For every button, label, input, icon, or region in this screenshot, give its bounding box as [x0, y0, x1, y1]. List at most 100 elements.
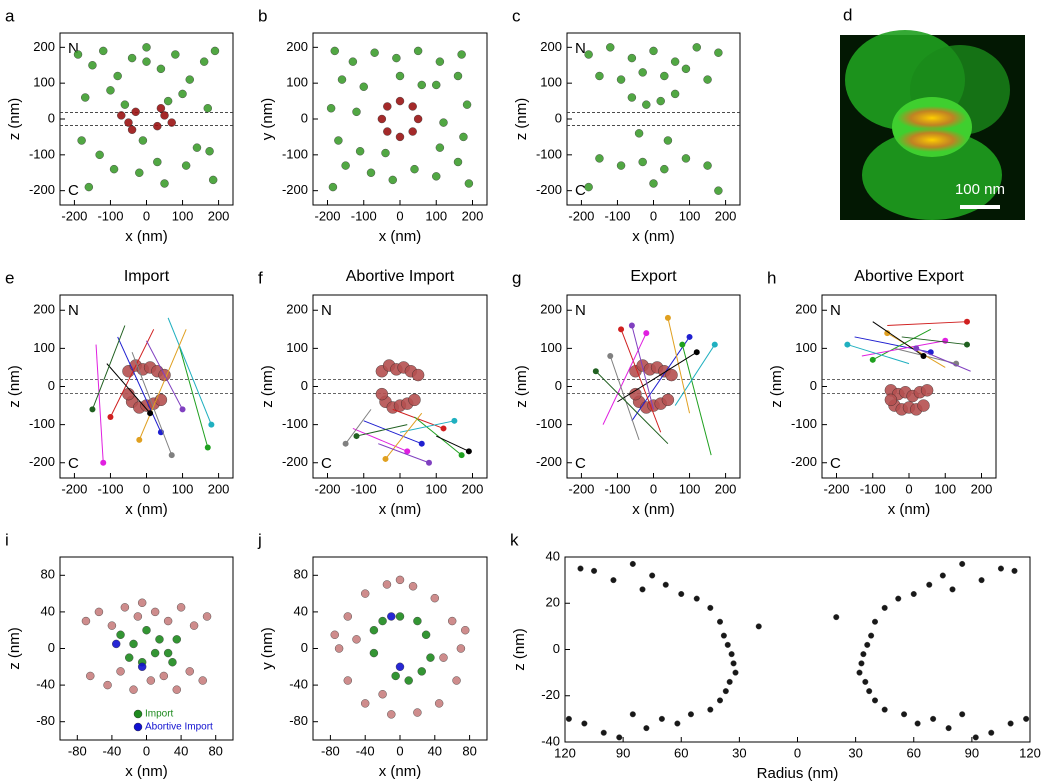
data-point — [687, 711, 694, 718]
pore-point — [917, 399, 930, 412]
data-point — [930, 715, 937, 722]
annotation: C — [830, 455, 841, 472]
trajectory — [106, 363, 151, 414]
data-point — [77, 136, 86, 145]
data-point — [432, 80, 441, 90]
trajectory-end — [426, 459, 432, 466]
trajectory-end — [964, 341, 970, 348]
panel-title: Abortive Export — [854, 268, 964, 285]
legend-label: Abortive Import — [145, 722, 213, 733]
y-tick-label: 0 — [553, 641, 560, 656]
data-point — [168, 658, 177, 667]
data-point — [988, 729, 995, 736]
data-point — [142, 43, 151, 52]
pore-point — [665, 368, 678, 382]
trajectory — [352, 427, 408, 452]
trajectory — [847, 344, 910, 365]
data-point — [457, 50, 466, 59]
data-point — [395, 575, 405, 585]
data-point — [172, 635, 181, 644]
x-axis-label: x (nm) — [632, 228, 675, 245]
data-point — [404, 676, 413, 685]
trajectory — [620, 329, 662, 433]
x-tick-label: 100 — [679, 481, 701, 496]
trajectory — [385, 412, 423, 460]
data-point — [172, 685, 181, 694]
x-tick-label: 30 — [732, 745, 746, 760]
y-axis-label: y (nm) — [259, 627, 276, 670]
x-tick-label: -200 — [61, 208, 87, 223]
legend-marker — [133, 722, 143, 732]
data-point — [330, 630, 339, 639]
data-point — [153, 121, 162, 131]
data-point — [107, 621, 117, 630]
data-point — [328, 182, 338, 192]
trajectory-end — [686, 333, 693, 340]
x-tick-label: 100 — [425, 208, 447, 223]
x-tick-label: -100 — [97, 208, 123, 223]
data-point — [163, 648, 173, 658]
data-point — [163, 616, 173, 626]
data-point — [369, 648, 379, 658]
trajectory — [117, 336, 162, 433]
data-point — [435, 57, 445, 66]
data-point — [720, 632, 727, 639]
pore-point — [408, 393, 421, 407]
data-point — [629, 560, 636, 567]
y-tick-label: 20 — [546, 595, 560, 610]
data-point — [714, 48, 723, 57]
data-point — [452, 676, 461, 685]
data-point — [383, 127, 392, 136]
y-axis-label: z (nm) — [511, 628, 528, 671]
data-point — [432, 172, 441, 181]
trajectory — [609, 355, 640, 441]
data-point — [377, 114, 387, 124]
data-point — [334, 644, 344, 653]
data-point — [113, 71, 122, 81]
x-tick-label: 100 — [172, 481, 194, 496]
x-tick-label: 80 — [208, 743, 222, 758]
data-point — [862, 678, 869, 685]
data-point — [663, 136, 673, 145]
data-point — [95, 150, 104, 160]
y-tick-label: -100 — [791, 416, 817, 431]
trajectory-end — [404, 448, 411, 455]
data-point — [717, 697, 724, 704]
scale-bar-label: 100 nm — [955, 181, 1005, 198]
data-point — [391, 671, 400, 681]
data-point — [392, 53, 401, 63]
trajectory-end — [920, 353, 927, 359]
data-point — [352, 107, 361, 117]
annotation: N — [321, 302, 332, 319]
panel-letter: h — [767, 268, 776, 287]
legend-label: Import — [145, 709, 174, 720]
y-tick-label: 0 — [301, 110, 308, 125]
data-point — [703, 161, 712, 170]
trajectory — [674, 344, 716, 406]
trajectory — [138, 329, 187, 441]
trajectory — [901, 336, 968, 346]
x-tick-label: 200 — [971, 481, 993, 496]
trajectory — [916, 347, 971, 372]
x-tick-label: -80 — [68, 743, 87, 758]
panel-letter: k — [510, 530, 519, 549]
y-tick-label: -40 — [289, 677, 308, 692]
data-point — [627, 93, 637, 102]
data-point — [127, 125, 137, 134]
x-axis-label: x (nm) — [125, 763, 168, 780]
panel-title: Export — [630, 268, 677, 285]
data-point — [366, 168, 376, 177]
data-point — [600, 729, 607, 736]
data-point — [94, 607, 104, 617]
y-tick-label: 0 — [48, 378, 55, 393]
x-tick-label: 200 — [715, 208, 737, 223]
annotation: C — [575, 455, 586, 472]
trajectory-end — [643, 330, 650, 337]
plot-frame — [59, 294, 234, 479]
x-axis-label: x (nm) — [379, 228, 422, 245]
data-point — [866, 688, 873, 695]
data-point — [133, 612, 143, 621]
pore-point — [884, 393, 898, 407]
trajectory-end — [342, 440, 349, 447]
x-tick-label: 0 — [905, 481, 912, 496]
